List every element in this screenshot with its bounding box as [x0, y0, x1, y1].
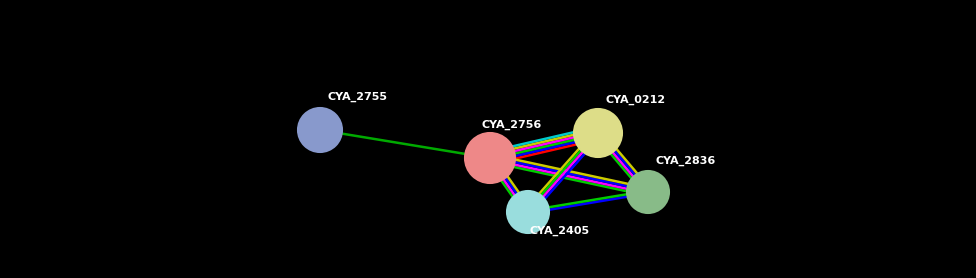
Text: CYA_2405: CYA_2405	[530, 226, 590, 236]
Circle shape	[465, 133, 515, 183]
Circle shape	[298, 108, 342, 152]
Text: CYA_2755: CYA_2755	[328, 92, 388, 102]
Text: CYA_2756: CYA_2756	[482, 120, 543, 130]
Circle shape	[627, 171, 669, 213]
Circle shape	[507, 191, 549, 233]
Text: CYA_0212: CYA_0212	[606, 95, 667, 105]
Circle shape	[574, 109, 622, 157]
Text: CYA_2836: CYA_2836	[656, 156, 716, 166]
